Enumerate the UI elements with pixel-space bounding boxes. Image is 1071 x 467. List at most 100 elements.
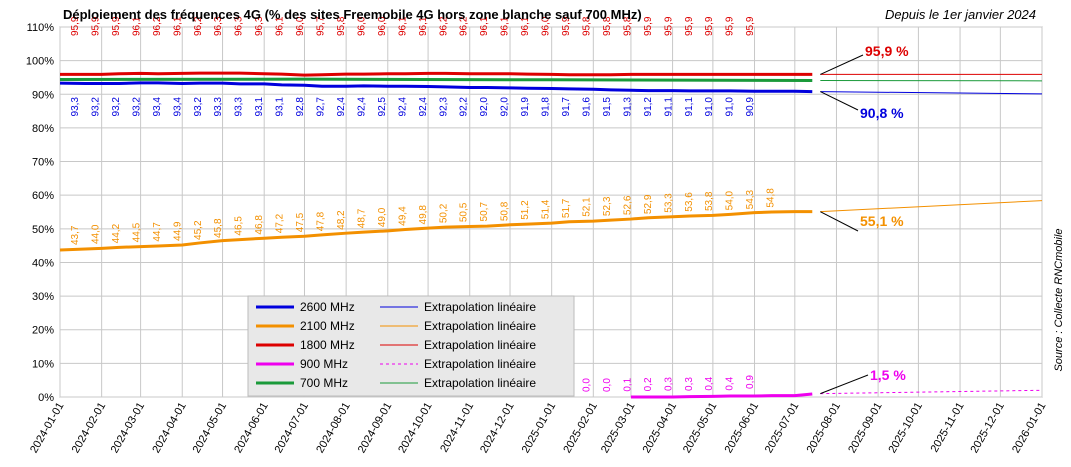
y-tick-label: 60% <box>32 190 54 202</box>
data-label: 49,4 <box>397 206 408 226</box>
legend-label: 2600 MHz <box>300 300 355 314</box>
data-label: 91,2 <box>643 97 654 117</box>
end-label-leader <box>820 374 869 395</box>
data-label: 92,5 <box>377 97 388 117</box>
data-label: 91,0 <box>725 97 736 117</box>
legend-label: 2100 MHz <box>300 319 355 333</box>
data-label: 48,7 <box>356 208 367 228</box>
series-line <box>59 81 813 94</box>
data-label: 95,9 <box>70 16 81 36</box>
data-label: 51,4 <box>541 199 552 219</box>
x-tick-label: 2024-09-01 <box>356 401 395 456</box>
data-label: 95,9 <box>745 16 756 36</box>
data-label: 90,9 <box>745 97 756 117</box>
legend-extrap-label: Extrapolation linéaire <box>424 319 536 333</box>
data-label: 52,3 <box>602 196 613 216</box>
x-tick-label: 2025-09-01 <box>846 401 885 456</box>
end-label-leader <box>820 211 859 232</box>
data-label: 44,9 <box>172 221 183 241</box>
x-tick-label: 2025-11-01 <box>929 401 967 455</box>
data-label: 93,3 <box>213 97 224 117</box>
data-label: 93,2 <box>193 97 204 117</box>
data-label: 92,2 <box>459 97 470 117</box>
x-axis-labels: 2024-01-01 2024-02-01 2024-03-01 2024-04-01… <box>28 401 1049 456</box>
data-label: 91,1 <box>663 97 674 117</box>
data-label: 91,3 <box>622 97 633 117</box>
data-label: 91,5 <box>602 97 613 117</box>
data-label: 44,2 <box>111 223 122 243</box>
data-label: 48,2 <box>336 210 347 230</box>
x-tick-label: 2025-12-01 <box>968 401 1007 456</box>
x-tick-label: 2024-04-01 <box>150 401 189 456</box>
data-label: 47,5 <box>295 212 306 232</box>
data-label: 44,5 <box>131 222 142 242</box>
data-label: 92,0 <box>479 97 490 117</box>
end-value-label: 55,1 % <box>860 213 904 229</box>
legend-extrap-label: Extrapolation linéaire <box>424 300 536 314</box>
data-label: 54,8 <box>766 188 777 208</box>
legend-label: 700 MHz <box>300 376 348 390</box>
data-label: 95,9 <box>111 16 122 36</box>
x-tick-label: 2024-06-01 <box>232 401 271 456</box>
data-label: 52,9 <box>643 194 654 214</box>
legend: 2600 MHz Extrapolation linéaire 2100 MHz Ex… <box>247 295 575 397</box>
chart-subtitle: Depuis le 1er janvier 2024 <box>885 7 1036 22</box>
series-layer <box>59 71 1043 399</box>
data-label: 51,7 <box>561 198 572 218</box>
data-label: 95,9 <box>663 16 674 36</box>
data-label: 95,8 <box>336 16 347 36</box>
legend-label: 900 MHz <box>300 357 348 371</box>
data-label: 96,0 <box>356 16 367 36</box>
data-label: 50,8 <box>500 201 511 221</box>
data-label: 95,7 <box>316 16 327 36</box>
data-label: 95,9 <box>684 16 695 36</box>
data-label: 93,2 <box>111 97 122 117</box>
data-label: 0,0 <box>581 378 592 392</box>
data-label: 96,1 <box>479 16 490 36</box>
data-label: 95,9 <box>643 16 654 36</box>
y-tick-label: 30% <box>32 291 54 303</box>
data-label: 96,1 <box>397 16 408 36</box>
y-tick-label: 110% <box>27 22 55 34</box>
y-tick-label: 90% <box>32 89 54 101</box>
data-label: 92,4 <box>336 97 347 117</box>
data-label: 92,3 <box>438 97 449 117</box>
series-line <box>59 210 813 252</box>
data-label: 50,2 <box>438 203 449 223</box>
x-tick-label: 2025-06-01 <box>723 401 762 456</box>
data-label: 53,3 <box>663 193 674 213</box>
data-label: 96,2 <box>438 16 449 36</box>
y-tick-label: 40% <box>32 257 54 269</box>
data-label: 91,9 <box>520 97 531 117</box>
x-tick-label: 2026-01-01 <box>1010 401 1049 456</box>
x-tick-label: 2025-04-01 <box>641 401 680 456</box>
data-label: 93,1 <box>275 97 286 117</box>
y-tick-label: 70% <box>32 157 54 169</box>
legend-extrap-label: Extrapolation linéaire <box>424 338 536 352</box>
x-tick-label: 2025-07-01 <box>763 401 802 456</box>
data-label: 93,4 <box>152 97 163 117</box>
data-label: 91,0 <box>704 97 715 117</box>
data-label: 96,2 <box>152 16 163 36</box>
series-line <box>630 392 813 399</box>
x-tick-label: 2025-10-01 <box>886 401 925 456</box>
data-label: 44,0 <box>90 224 101 244</box>
data-label: 43,7 <box>70 225 81 245</box>
y-axis-labels: 0% 10% 20% 30% 40% 50% 60% 70% 80% 90% 100% 110% <box>26 22 54 404</box>
legend-extrap-label: Extrapolation linéaire <box>424 357 536 371</box>
x-tick-label: 2024-12-01 <box>478 401 517 456</box>
x-tick-label: 2024-02-01 <box>70 401 109 456</box>
data-label: 0,4 <box>725 376 736 390</box>
x-tick-label: 2024-07-01 <box>273 401 312 456</box>
data-label: 93,3 <box>70 97 81 117</box>
x-tick-label: 2024-05-01 <box>191 401 230 456</box>
legend-extrap-label: Extrapolation linéaire <box>424 376 536 390</box>
y-tick-label: 80% <box>32 123 54 135</box>
data-label: 91,1 <box>684 97 695 117</box>
data-label: 96,0 <box>295 16 306 36</box>
chart-title: Déploiement des fréquences 4G (% des sit… <box>63 7 642 22</box>
end-value-label: 1,5 % <box>870 367 906 383</box>
x-tick-label: 2025-02-01 <box>561 401 600 456</box>
data-label: 49,8 <box>418 205 429 225</box>
data-label: 92,4 <box>356 97 367 117</box>
